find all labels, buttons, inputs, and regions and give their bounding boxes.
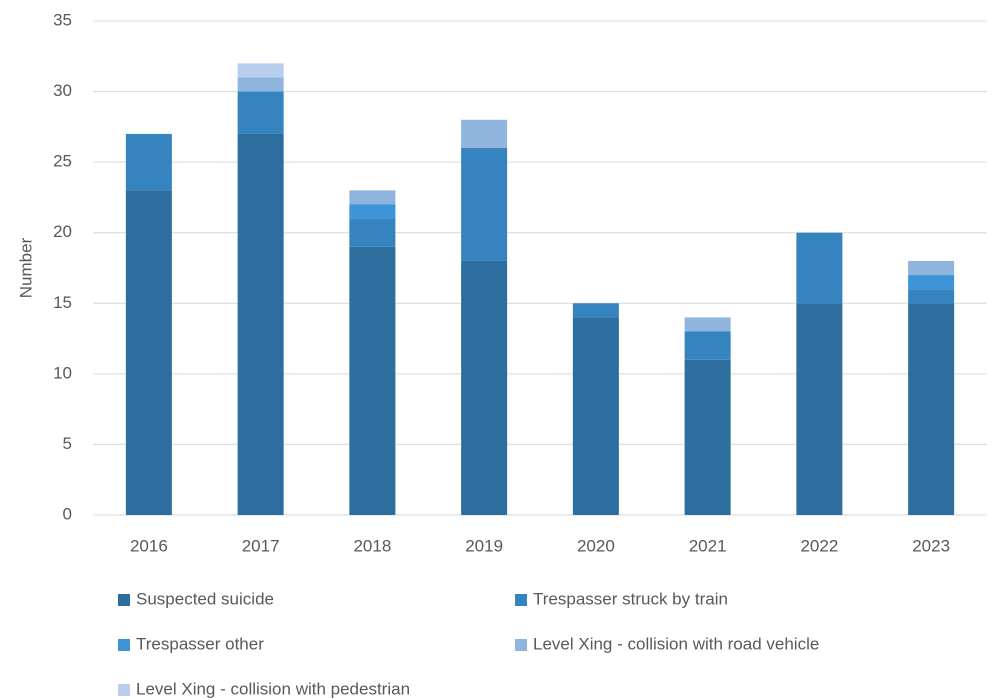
bar-segment bbox=[684, 331, 731, 360]
bar-segment bbox=[237, 63, 284, 78]
bar-segment bbox=[908, 275, 955, 290]
bar-segment bbox=[908, 303, 955, 515]
bar-segment bbox=[796, 232, 843, 304]
y-tick-label: 0 bbox=[63, 504, 72, 523]
legend-swatch bbox=[515, 639, 527, 651]
legend-label: Trespasser other bbox=[136, 634, 264, 653]
y-tick-label: 25 bbox=[53, 152, 72, 171]
bar-segment bbox=[349, 190, 396, 205]
x-tick-label: 2017 bbox=[242, 536, 280, 555]
legend-label: Trespasser struck by train bbox=[533, 589, 728, 608]
bar-segment bbox=[796, 303, 843, 515]
bar-segment bbox=[684, 317, 731, 332]
bar-segment bbox=[125, 133, 172, 191]
legend-label: Level Xing - collision with pedestrian bbox=[136, 679, 410, 698]
legend-label: Level Xing - collision with road vehicle bbox=[533, 634, 819, 653]
y-tick-label: 5 bbox=[63, 434, 72, 453]
bar-segment bbox=[237, 133, 284, 515]
y-tick-label: 30 bbox=[53, 81, 72, 100]
x-tick-label: 2018 bbox=[353, 536, 391, 555]
bar-segment bbox=[908, 260, 955, 276]
x-tick-label: 2021 bbox=[689, 536, 727, 555]
bar-segment bbox=[684, 359, 731, 515]
bar-segment bbox=[237, 77, 284, 92]
y-tick-label: 20 bbox=[53, 222, 72, 241]
y-tick-label: 15 bbox=[53, 293, 72, 312]
x-tick-label: 2022 bbox=[800, 536, 838, 555]
legend-swatch bbox=[515, 594, 527, 606]
y-tick-label: 35 bbox=[53, 10, 72, 29]
legend-swatch bbox=[118, 594, 130, 606]
bar-segment bbox=[237, 91, 284, 134]
bar-segment bbox=[461, 119, 508, 149]
bar-segment bbox=[461, 260, 508, 515]
y-tick-label: 10 bbox=[53, 363, 72, 382]
y-axis-label: Number bbox=[16, 237, 35, 298]
bar-segment bbox=[461, 148, 508, 261]
legend-label: Suspected suicide bbox=[136, 589, 274, 608]
legend-swatch bbox=[118, 684, 130, 696]
x-tick-label: 2020 bbox=[577, 536, 615, 555]
legend-swatch bbox=[118, 639, 130, 651]
bar-segment bbox=[349, 246, 396, 516]
x-tick-label: 2016 bbox=[130, 536, 168, 555]
bar-segment bbox=[125, 190, 172, 515]
bar-segment bbox=[349, 204, 396, 219]
bar-segment bbox=[572, 317, 619, 515]
bar-segment bbox=[349, 218, 396, 247]
bar-segment bbox=[572, 303, 619, 318]
x-tick-label: 2023 bbox=[912, 536, 950, 555]
x-tick-label: 2019 bbox=[465, 536, 503, 555]
bar-segment bbox=[908, 289, 955, 304]
